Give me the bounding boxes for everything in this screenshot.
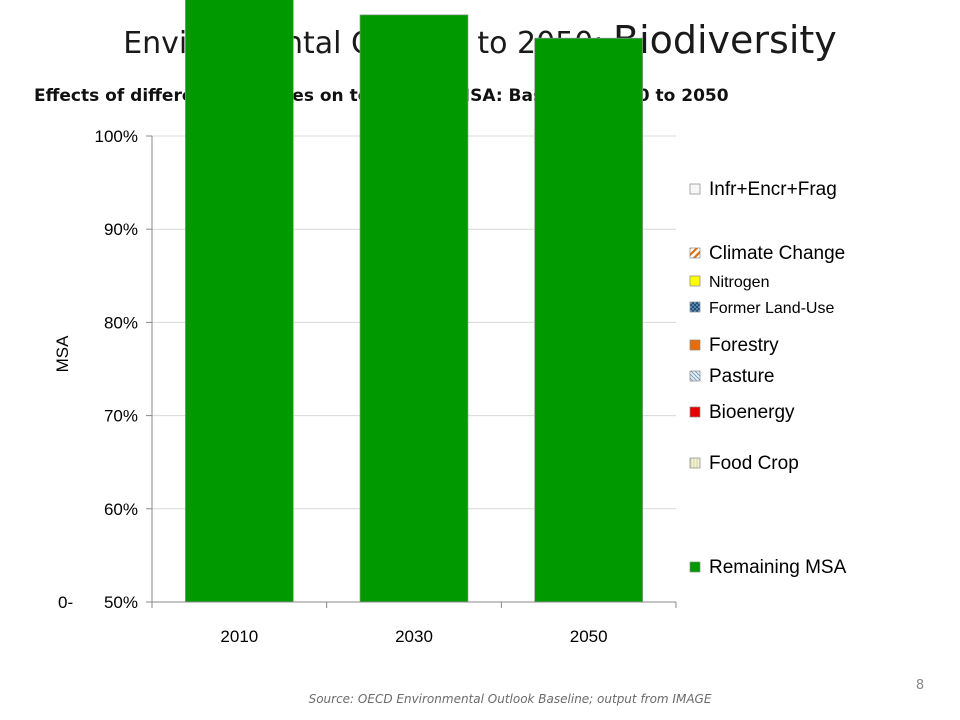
chart-bars (184, 0, 644, 603)
legend-swatch-pasture (689, 370, 701, 382)
legend-label-nitrogen: Nitrogen (709, 274, 769, 291)
legend-swatch-remaining-msa (689, 561, 701, 573)
y-axis-label: MSA (53, 335, 72, 373)
y-tick-label: 50% (104, 593, 138, 612)
source-note: Source: OECD Environmental Outlook Basel… (308, 692, 712, 706)
x-tick-label: 2030 (395, 627, 433, 646)
legend-swatch-former-land-use (689, 301, 701, 313)
legend-label-bioenergy: Bioenergy (709, 402, 795, 423)
y-tick-label: 100% (95, 127, 138, 146)
bar-segment-remaining-msa-2050 (534, 37, 644, 603)
y-tick-label: 90% (104, 220, 138, 239)
chart-axes: 50% 60% 70% 80% 90% 100% 0- MSA 2010 2030 2050 (53, 127, 677, 646)
legend-label-former-land-use: Former Land-Use (709, 300, 834, 317)
slide-title-emphasis: Biodiversity (613, 18, 837, 62)
x-tick-label: 2050 (570, 627, 608, 646)
legend-label-pasture: Pasture (709, 366, 774, 387)
bar-segment-remaining-msa-2010 (184, 0, 294, 603)
legend-label-climate-change: Climate Change (709, 243, 845, 264)
legend-label-forestry: Forestry (709, 335, 779, 356)
y-tick-label: 60% (104, 500, 138, 519)
legend-swatch-forestry (689, 339, 701, 351)
chart-legend: Infr+Encr+Frag Climate Change Nitrogen Form… (689, 179, 847, 578)
y-tick-label: 80% (104, 313, 138, 332)
legend-swatch-nitrogen (689, 275, 701, 287)
y-axis-break-label: 0- (58, 593, 73, 612)
y-tick-label: 70% (104, 407, 138, 426)
legend-swatch-food-crop (689, 457, 701, 469)
legend-label-infr-encr-frag: Infr+Encr+Frag (709, 179, 837, 200)
legend-label-food-crop: Food Crop (709, 453, 799, 474)
bar-segment-remaining-msa-2030 (359, 14, 469, 603)
legend-swatch-bioenergy (689, 406, 701, 418)
x-tick-label: 2010 (220, 627, 258, 646)
legend-swatch-climate-change (689, 247, 701, 259)
page-number: 8 (915, 678, 925, 693)
legend-swatch-infr-encr-frag (689, 183, 701, 195)
legend-label-remaining-msa: Remaining MSA (709, 557, 847, 578)
